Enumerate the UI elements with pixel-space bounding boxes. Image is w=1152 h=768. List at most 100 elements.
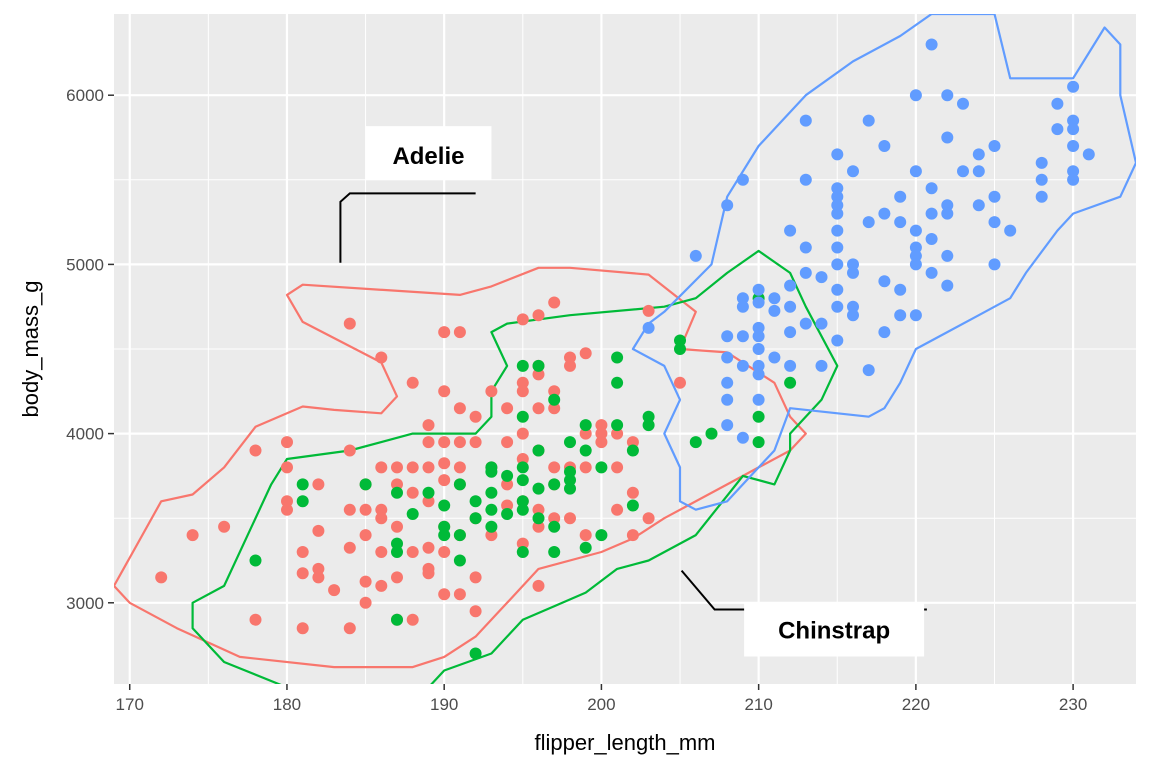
point-gentoo <box>689 249 702 262</box>
point-gentoo <box>941 89 954 102</box>
point-adelie <box>564 512 576 525</box>
point-adelie <box>516 537 529 550</box>
annotation-box-adelie <box>365 126 492 181</box>
point-gentoo <box>768 351 781 364</box>
point-gentoo <box>894 283 907 296</box>
point-chinstrap <box>548 478 561 491</box>
point-adelie <box>453 436 466 449</box>
point-chinstrap <box>532 359 545 372</box>
point-gentoo <box>831 182 844 195</box>
point-adelie <box>422 419 435 432</box>
point-gentoo <box>831 190 844 203</box>
point-gentoo <box>831 148 844 161</box>
point-gentoo <box>941 207 954 220</box>
contour-gentoo <box>631 14 1136 511</box>
point-adelie <box>579 347 592 360</box>
point-gentoo <box>799 173 812 186</box>
annotation-chinstrap: Chinstrap <box>778 617 890 644</box>
point-gentoo <box>752 343 765 355</box>
point-adelie <box>595 419 608 432</box>
x-axis-title: flipper_length_mm <box>535 730 716 755</box>
point-adelie <box>501 436 514 449</box>
point-chinstrap <box>438 499 451 512</box>
point-chinstrap <box>548 393 561 406</box>
point-gentoo <box>721 330 734 343</box>
point-chinstrap <box>532 512 545 525</box>
data-points <box>155 38 1095 660</box>
major-gridlines <box>114 14 1136 684</box>
point-gentoo <box>972 199 985 212</box>
point-adelie <box>469 571 482 584</box>
point-gentoo <box>972 165 985 178</box>
point-adelie <box>391 571 403 584</box>
point-gentoo <box>925 38 938 51</box>
point-adelie <box>611 427 624 440</box>
point-gentoo <box>752 359 765 372</box>
point-adelie <box>422 541 435 554</box>
point-adelie <box>532 579 545 592</box>
point-chinstrap <box>453 554 466 567</box>
point-chinstrap <box>752 436 765 449</box>
point-adelie <box>422 567 435 580</box>
point-gentoo <box>1004 224 1017 237</box>
point-adelie <box>359 529 372 542</box>
point-gentoo <box>752 296 765 309</box>
point-chinstrap <box>611 419 624 432</box>
x-axis: 170 180 190 200 210 220 230 <box>116 684 1087 714</box>
point-adelie <box>516 376 529 389</box>
point-chinstrap <box>485 520 498 533</box>
point-chinstrap <box>674 334 686 347</box>
point-gentoo <box>721 376 734 389</box>
point-chinstrap <box>674 343 686 355</box>
y-tick-label: 6000 <box>66 86 104 105</box>
point-gentoo <box>847 266 859 279</box>
point-chinstrap <box>296 495 309 508</box>
point-adelie <box>406 613 419 626</box>
point-adelie <box>532 368 545 381</box>
point-adelie <box>516 427 529 440</box>
point-adelie <box>375 351 388 364</box>
point-adelie <box>343 622 356 635</box>
point-gentoo <box>909 258 922 271</box>
point-adelie <box>281 436 293 449</box>
point-adelie <box>155 571 168 584</box>
point-adelie <box>281 461 293 474</box>
point-gentoo <box>642 321 655 334</box>
point-gentoo <box>721 419 734 432</box>
point-gentoo <box>736 173 749 186</box>
point-chinstrap <box>516 503 529 516</box>
point-adelie <box>249 444 262 457</box>
point-adelie <box>438 474 451 487</box>
point-chinstrap <box>485 486 498 499</box>
point-adelie <box>532 520 545 533</box>
x-tick-label: 220 <box>902 695 930 714</box>
point-chinstrap <box>532 482 545 495</box>
point-gentoo <box>784 300 797 313</box>
point-adelie <box>548 461 561 474</box>
point-gentoo <box>1067 80 1080 93</box>
point-gentoo <box>831 334 844 347</box>
point-adelie <box>611 461 624 474</box>
point-adelie <box>186 529 199 542</box>
point-gentoo <box>831 258 844 271</box>
point-gentoo <box>862 216 875 229</box>
point-gentoo <box>988 216 1001 229</box>
point-chinstrap <box>406 508 419 520</box>
point-gentoo <box>1067 173 1080 186</box>
point-gentoo <box>736 359 749 372</box>
point-adelie <box>469 410 482 423</box>
point-adelie <box>469 436 482 449</box>
point-chinstrap <box>642 419 655 432</box>
point-chinstrap <box>249 554 262 567</box>
point-adelie <box>548 512 561 525</box>
point-adelie <box>579 529 592 542</box>
point-gentoo <box>799 114 812 127</box>
point-gentoo <box>862 364 875 377</box>
contour-chinstrap <box>191 249 839 684</box>
point-gentoo <box>831 224 844 237</box>
point-gentoo <box>847 300 859 313</box>
point-adelie <box>328 584 341 597</box>
point-gentoo <box>1067 165 1080 178</box>
point-adelie <box>501 478 514 491</box>
